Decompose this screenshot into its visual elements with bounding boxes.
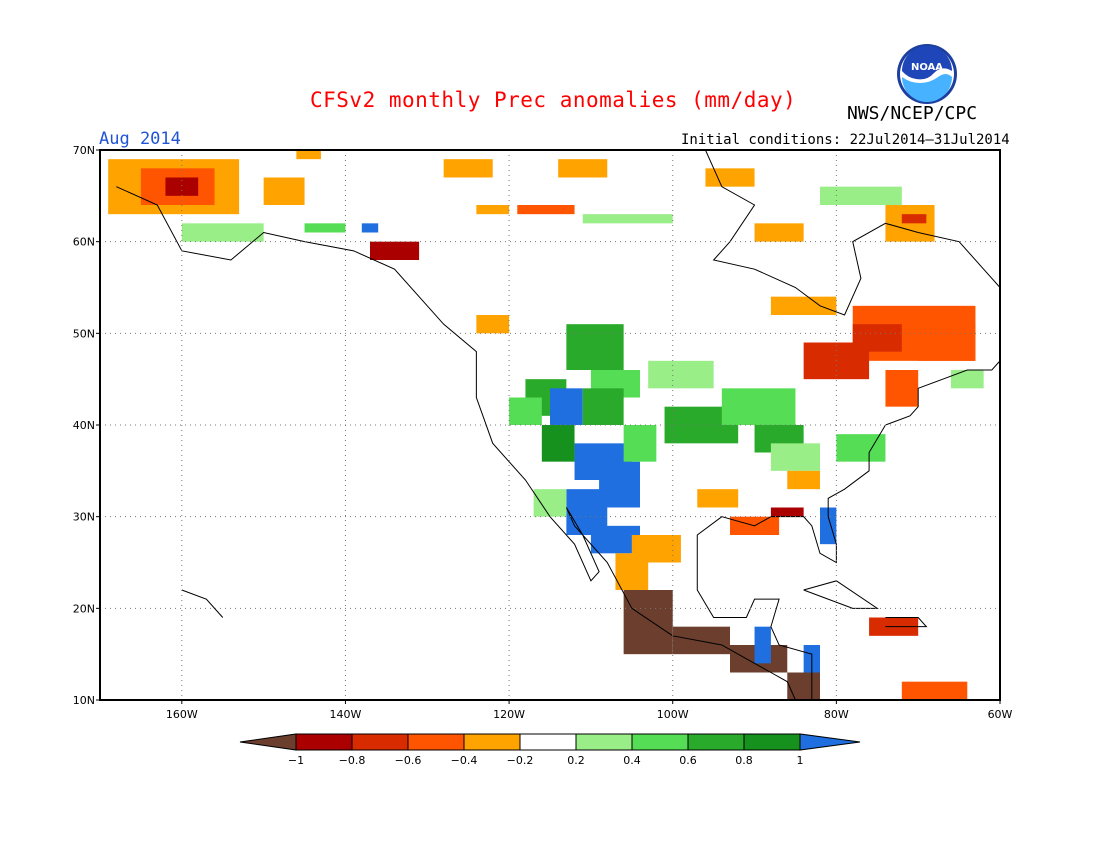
- colorbar-label: −0.2: [507, 754, 534, 767]
- anomaly-cell: [615, 553, 649, 590]
- anomaly-cell: [509, 397, 542, 425]
- anomaly-cell: [852, 324, 902, 352]
- anomaly-cell: [901, 681, 968, 700]
- anomaly-cell: [582, 388, 624, 425]
- anomaly-cell: [787, 672, 820, 700]
- anomaly-cell: [623, 425, 657, 462]
- colorbar-segment: [575, 733, 633, 751]
- anomaly-cell: [558, 159, 608, 178]
- coastline: [803, 580, 879, 609]
- anomaly-cell: [721, 388, 796, 425]
- anomaly-cell: [263, 177, 305, 205]
- anomaly-cell: [770, 296, 837, 315]
- coastline: [140, 150, 493, 151]
- longitude-labels: 160W 140W 120W 100W 80W 60W: [166, 708, 1013, 721]
- lat-tick-label: 60N: [73, 236, 95, 249]
- anomaly-cell: [582, 214, 673, 224]
- colorbar-label: 0.6: [679, 754, 697, 767]
- anomaly-cell: [623, 590, 673, 655]
- anomaly-field: [108, 150, 984, 700]
- noaa-logo: NOAA: [896, 43, 958, 109]
- colorbar-segment: [687, 733, 745, 751]
- chart-title: CFSv2 monthly Prec anomalies (mm/day): [310, 88, 797, 112]
- lat-tick-label: 10N: [73, 694, 95, 707]
- lon-tick-label: 160W: [166, 708, 198, 721]
- colorbar-segment: [743, 733, 801, 751]
- anomaly-cell: [820, 186, 902, 205]
- colorbar-low-arrow: [239, 733, 297, 751]
- anomaly-cell: [533, 489, 567, 517]
- colorbar-label: −1: [288, 754, 304, 767]
- colorbar-label: −0.8: [339, 754, 366, 767]
- anomaly-cell: [697, 489, 739, 508]
- lat-tick-label: 40N: [73, 419, 95, 432]
- colorbar-segment: [295, 733, 353, 751]
- latitude-labels: 10N 20N 30N 40N 50N 60N 70N: [73, 144, 95, 707]
- forecast-period: Aug 2014: [99, 129, 181, 149]
- colorbar-label: 0.8: [735, 754, 753, 767]
- colorbar-segment: [351, 733, 409, 751]
- anomaly-cell: [443, 159, 493, 178]
- colorbar: −1 −0.8 −0.6 −0.4 −0.2 0.2 0.4 0.6 0.8 1: [239, 733, 861, 767]
- colorbar-label: 0.2: [567, 754, 585, 767]
- anomaly-cell: [476, 205, 510, 215]
- anomaly-cell: [950, 370, 984, 389]
- lon-tick-label: 140W: [330, 708, 362, 721]
- anomaly-cell: [787, 470, 820, 490]
- anomaly-cell: [181, 223, 264, 242]
- anomaly-cell: [541, 425, 575, 462]
- anomaly-cell: [476, 315, 510, 334]
- anomaly-cell: [820, 507, 837, 545]
- anomaly-cell: [304, 223, 346, 233]
- coastline: [704, 150, 1000, 316]
- initial-conditions: Initial conditions: 22Jul2014–31Jul2014: [681, 132, 1010, 148]
- lat-tick-label: 30N: [73, 511, 95, 524]
- lon-tick-label: 80W: [824, 708, 849, 721]
- coastline: [885, 617, 928, 628]
- anomaly-cell: [770, 443, 820, 471]
- colorbar-segment: [407, 733, 465, 751]
- colorbar-label: −0.4: [451, 754, 478, 767]
- anomaly-cell: [918, 324, 976, 361]
- anomaly-cell: [566, 324, 624, 370]
- agency-label: NWS/NCEP/CPC: [847, 103, 978, 124]
- anomaly-cell: [672, 626, 730, 655]
- colorbar-label: 0.4: [623, 754, 641, 767]
- colorbar-segment: [519, 733, 577, 751]
- lon-tick-label: 120W: [493, 708, 525, 721]
- anomaly-cell: [517, 205, 575, 215]
- colorbar-high-arrow: [799, 733, 861, 751]
- lon-tick-label: 100W: [657, 708, 689, 721]
- anomaly-cell: [770, 507, 804, 517]
- colorbar-label: −0.6: [395, 754, 422, 767]
- anomaly-cell: [754, 223, 804, 242]
- colorbar-segment: [463, 733, 521, 751]
- anomaly-cell: [296, 150, 321, 160]
- anomaly-cell: [648, 360, 714, 389]
- map-gridlines: [96, 149, 1001, 704]
- lat-tick-label: 50N: [73, 327, 95, 340]
- colorbar-label: 1: [797, 754, 804, 767]
- coastlines: [116, 150, 1000, 700]
- anomaly-cell: [885, 370, 919, 407]
- lat-tick-label: 20N: [73, 602, 95, 615]
- colorbar-segment: [631, 733, 689, 751]
- lon-tick-label: 60W: [988, 708, 1013, 721]
- anomaly-cell: [901, 214, 927, 224]
- anomaly-cell: [165, 177, 199, 196]
- lat-tick-label: 70N: [73, 144, 95, 157]
- anomaly-cell: [370, 241, 420, 260]
- svg-text:NOAA: NOAA: [911, 62, 943, 73]
- anomaly-cell: [361, 223, 379, 233]
- coastline: [181, 589, 224, 618]
- anomaly-cell: [550, 388, 583, 425]
- coastline: [116, 186, 1000, 700]
- map-frame: [99, 149, 1001, 701]
- anomaly-cell: [705, 168, 755, 187]
- anomaly-cell: [754, 626, 771, 664]
